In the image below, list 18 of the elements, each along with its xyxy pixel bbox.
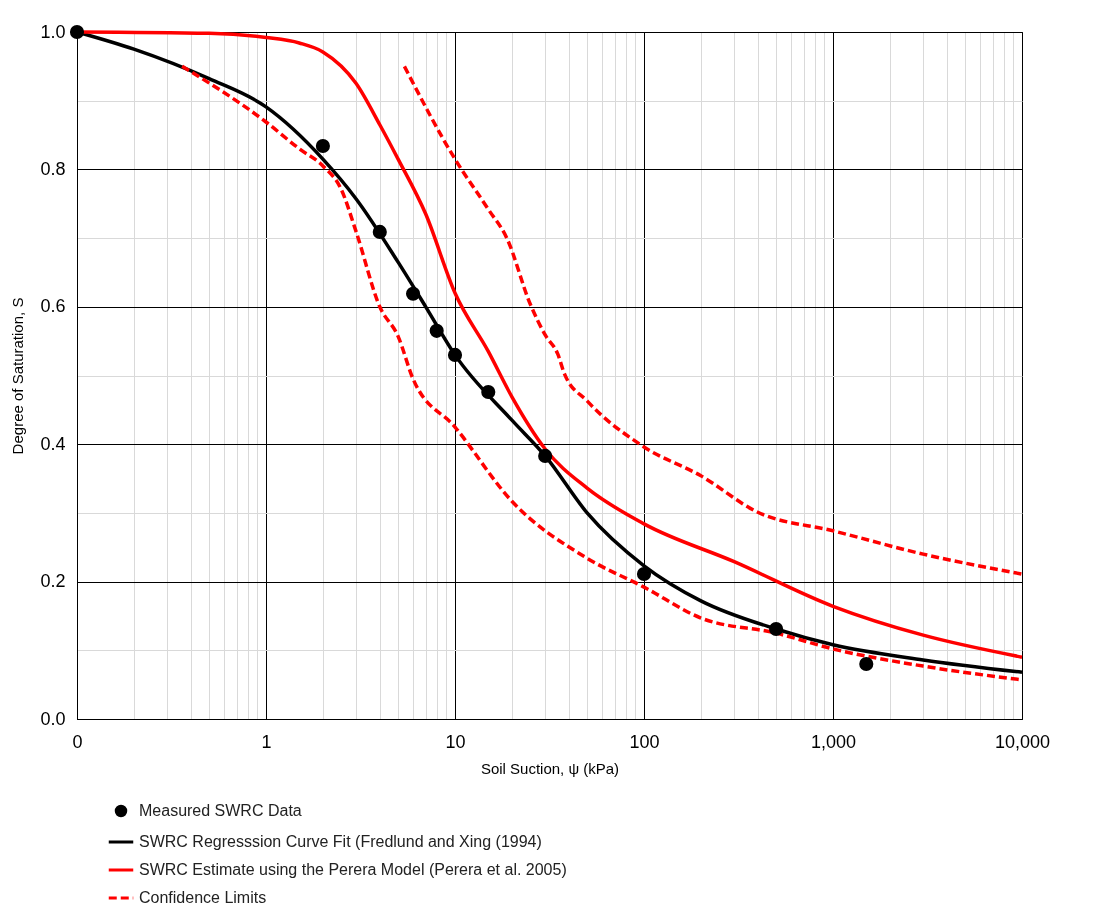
- x-tick-label: 100: [629, 731, 660, 752]
- y-tick-label: 0.6: [40, 296, 66, 317]
- y-tick-label: 0.8: [40, 158, 66, 179]
- legend-label: SWRC Regresssion Curve Fit (Fredlund and Xing (1994): [139, 833, 542, 850]
- x-axis-title: Soil Suction, ψ (kPa): [480, 759, 620, 777]
- y-tick-label: 0.0: [40, 708, 66, 729]
- legend-label: Measured SWRC Data: [139, 802, 302, 819]
- legend-label: Confidence Limits: [139, 889, 267, 906]
- x-tick-label: 10: [445, 731, 466, 752]
- x-tick-label: 10,000: [994, 731, 1051, 752]
- legend-label: SWRC Estimate using the Perera Model (Perera et al. 2005): [139, 861, 567, 878]
- y-tick-label: 1.0: [40, 21, 66, 42]
- x-tick-label: 0: [72, 731, 83, 752]
- y-tick-label: 0.4: [40, 433, 66, 454]
- x-tick-label: 1,000: [810, 731, 857, 752]
- x-tick-label: 1: [261, 731, 272, 752]
- y-tick-label: 0.2: [40, 571, 66, 592]
- y-axis-title: Degree of Saturation, S: [9, 297, 27, 455]
